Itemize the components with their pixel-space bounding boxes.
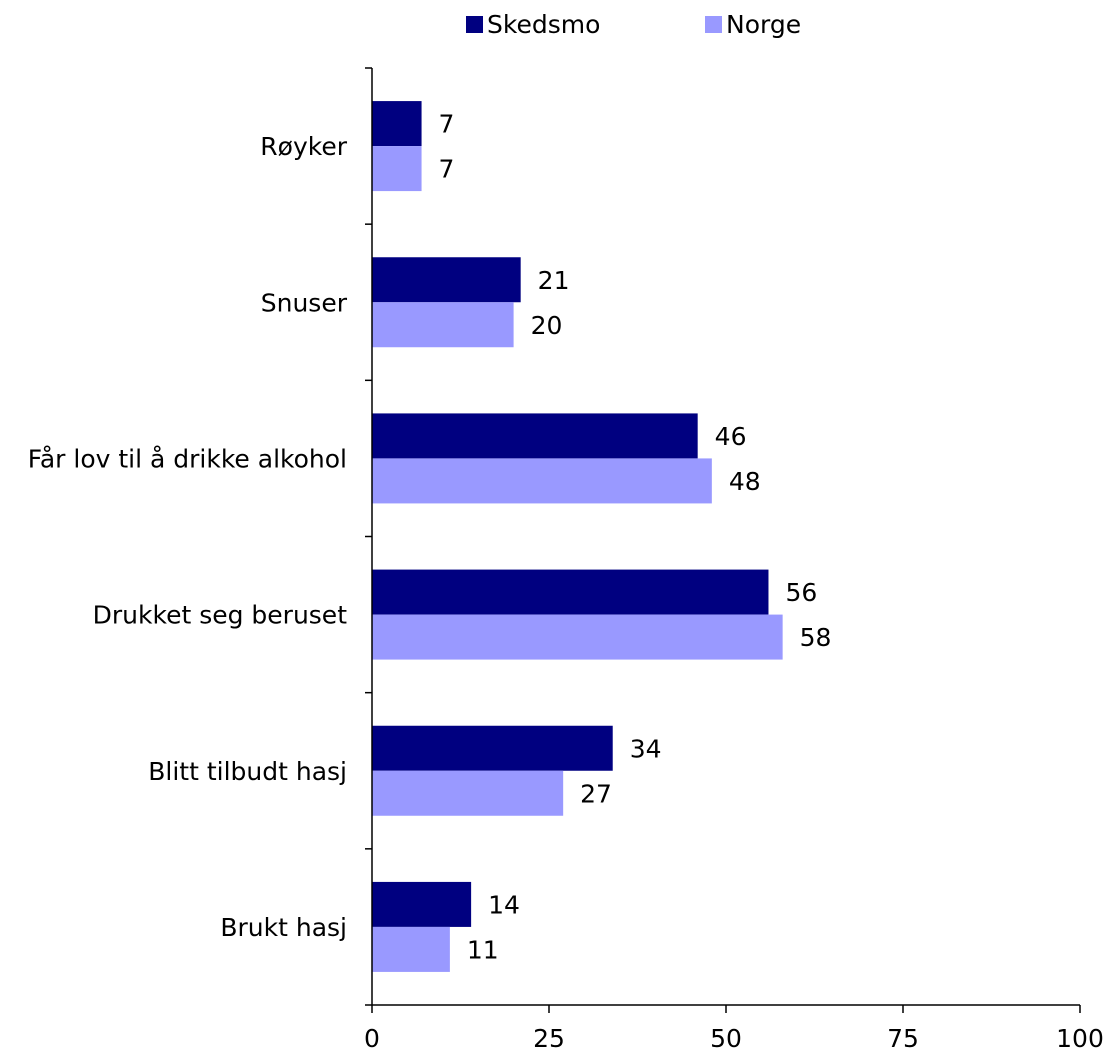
category-label: Røyker — [260, 132, 347, 161]
bar-skedsmo-5 — [372, 725, 613, 771]
legend-swatch-norge — [705, 16, 722, 33]
data-label: 34 — [630, 734, 662, 763]
category-label: Brukt hasj — [220, 913, 347, 942]
bar-skedsmo-2 — [372, 257, 521, 303]
category-label: Drukket seg beruset — [93, 601, 348, 630]
data-label: 7 — [439, 110, 455, 139]
legend: Skedsmo Norge — [466, 10, 801, 39]
bar-norge-1 — [372, 146, 422, 192]
data-label: 56 — [785, 578, 817, 607]
data-label: 48 — [729, 467, 761, 496]
bar-norge-6 — [372, 926, 450, 972]
data-label: 27 — [580, 779, 612, 808]
x-tick-label: 50 — [710, 1024, 742, 1053]
axes-group: Røyker Snuser Får lov til å drikke alkohol… — [28, 67, 1104, 1053]
x-tick-label: 100 — [1056, 1024, 1104, 1053]
category-label: Blitt tilbudt hasj — [148, 757, 347, 786]
x-tick-label: 75 — [887, 1024, 919, 1053]
data-label: 58 — [800, 623, 832, 652]
bar-norge-5 — [372, 770, 564, 816]
legend-label-norge: Norge — [726, 10, 801, 39]
bar-skedsmo-3 — [372, 413, 698, 459]
bar-skedsmo-4 — [372, 569, 769, 615]
bar-skedsmo-6 — [372, 881, 472, 927]
x-tick-label: 25 — [533, 1024, 565, 1053]
data-label: 7 — [439, 155, 455, 184]
data-label: 46 — [715, 422, 747, 451]
category-label: Får lov til å drikke alkohol — [28, 444, 347, 473]
data-label: 21 — [538, 266, 570, 295]
category-label: Snuser — [261, 288, 348, 317]
data-label: 20 — [531, 311, 563, 340]
legend-label-skedsmo: Skedsmo — [487, 10, 600, 39]
bar-norge-4 — [372, 614, 783, 660]
bar-norge-3 — [372, 458, 712, 504]
bars-group: 7 7 21 20 46 48 56 58 34 27 14 11 — [372, 101, 831, 972]
data-label: 11 — [467, 935, 499, 964]
bar-norge-2 — [372, 302, 514, 348]
data-label: 14 — [488, 890, 520, 919]
bar-skedsmo-1 — [372, 101, 422, 147]
x-tick-label: 0 — [364, 1024, 380, 1053]
legend-swatch-skedsmo — [466, 16, 483, 33]
